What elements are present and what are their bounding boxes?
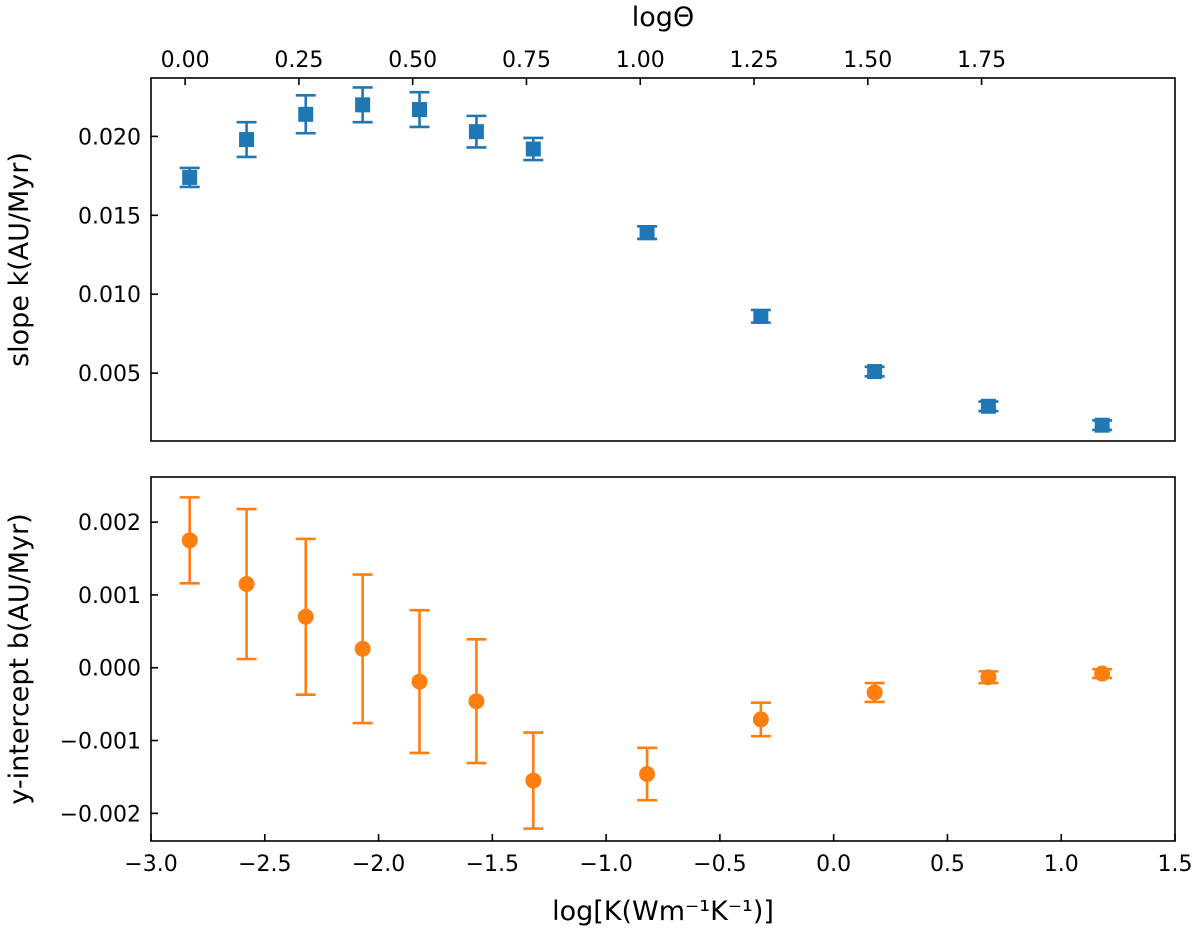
circle-marker <box>866 684 883 701</box>
plot-frame <box>150 476 1176 842</box>
data-point <box>179 496 200 585</box>
data-point <box>352 573 373 725</box>
data-point <box>637 746 658 802</box>
top-panel: 0.005 0.010 0.015 0.020 0.00 0.25 0.50 0.75 1.00… <box>4 2 1176 442</box>
x-tick-label: −0.5 <box>693 852 746 877</box>
data-point <box>523 731 544 830</box>
square-marker <box>980 398 996 414</box>
bottom-panel: −0.002 −0.001 0.000 0.001 0.002 −3.0 −2.5 −2.0 −… <box>4 476 1193 927</box>
circle-marker <box>354 640 371 657</box>
data-point <box>295 94 316 135</box>
top-x-tick-label: 1.50 <box>843 48 892 73</box>
x-tick-label: 0.0 <box>816 852 851 877</box>
top-x-tick-label: 0.50 <box>388 48 437 73</box>
data-point <box>750 701 771 738</box>
y-tick-label: 0.020 <box>78 125 141 150</box>
y-axis-title: slope k(AU/Myr) <box>4 152 35 367</box>
y-tick-label: 0.010 <box>78 283 141 308</box>
x-tick-label: −1.5 <box>466 852 519 877</box>
circle-marker <box>411 673 428 690</box>
square-marker <box>525 141 541 157</box>
data-point <box>978 398 999 414</box>
y-tick-label: −0.002 <box>60 802 141 827</box>
top-x-tick-label: 0.75 <box>502 48 551 73</box>
y-tick-label: 0.000 <box>78 657 141 682</box>
circle-marker <box>980 669 997 686</box>
circle-marker <box>468 693 485 710</box>
data-point <box>1092 417 1113 433</box>
circle-marker <box>639 766 656 783</box>
circle-marker <box>181 532 198 549</box>
circle-marker <box>525 772 542 789</box>
data-point <box>864 364 885 380</box>
data-point <box>637 225 658 241</box>
square-marker <box>639 225 655 241</box>
circle-marker <box>238 576 255 593</box>
top-x-tick-label: 1.25 <box>730 48 779 73</box>
square-marker <box>867 364 883 380</box>
data-point <box>236 507 257 661</box>
top-axis-title: logΘ <box>632 2 694 33</box>
x-tick-label: −2.5 <box>238 852 291 877</box>
y-tick-label: 0.001 <box>78 584 141 609</box>
plot-frame <box>150 77 1176 442</box>
y-tick-label: 0.002 <box>78 511 141 536</box>
data-point <box>295 537 316 696</box>
x-tick-label: −2.0 <box>352 852 405 877</box>
circle-marker <box>297 608 314 625</box>
square-marker <box>298 106 314 122</box>
data-point <box>466 114 487 149</box>
data-point <box>523 136 544 162</box>
top-x-tick-label: 1.75 <box>957 48 1006 73</box>
square-marker <box>468 124 484 140</box>
square-marker <box>753 308 769 324</box>
data-point <box>466 638 487 765</box>
data-point <box>864 681 885 704</box>
y-tick-label: 0.015 <box>78 204 141 229</box>
x-tick-label: −1.0 <box>579 852 632 877</box>
x-tick-label: −3.0 <box>124 852 177 877</box>
data-point <box>750 308 771 324</box>
top-x-tick-label: 1.00 <box>616 48 665 73</box>
data-point <box>409 608 430 755</box>
square-marker <box>355 97 371 113</box>
data-point <box>352 86 373 124</box>
square-marker <box>1094 417 1110 433</box>
y-tick-label: −0.001 <box>60 730 141 755</box>
top-x-tick-label: 0.00 <box>161 48 210 73</box>
x-tick-label: 0.5 <box>930 852 965 877</box>
x-axis-title: log[K(Wm⁻¹K⁻¹)] <box>552 896 774 927</box>
x-tick-label: 1.5 <box>1158 852 1193 877</box>
square-marker <box>412 102 428 118</box>
data-point <box>1092 665 1113 682</box>
data-point <box>978 669 999 686</box>
square-marker <box>182 169 198 185</box>
data-point <box>236 120 257 159</box>
circle-marker <box>752 711 769 728</box>
y-tick-label: 0.005 <box>78 362 141 387</box>
data-point <box>179 166 200 189</box>
top-x-tick-label: 0.25 <box>274 48 323 73</box>
square-marker <box>239 132 255 148</box>
circle-marker <box>1094 665 1111 682</box>
data-point <box>409 90 430 129</box>
x-tick-label: 1.0 <box>1044 852 1079 877</box>
y-axis-title: y-intercept b(AU/Myr) <box>4 513 35 804</box>
